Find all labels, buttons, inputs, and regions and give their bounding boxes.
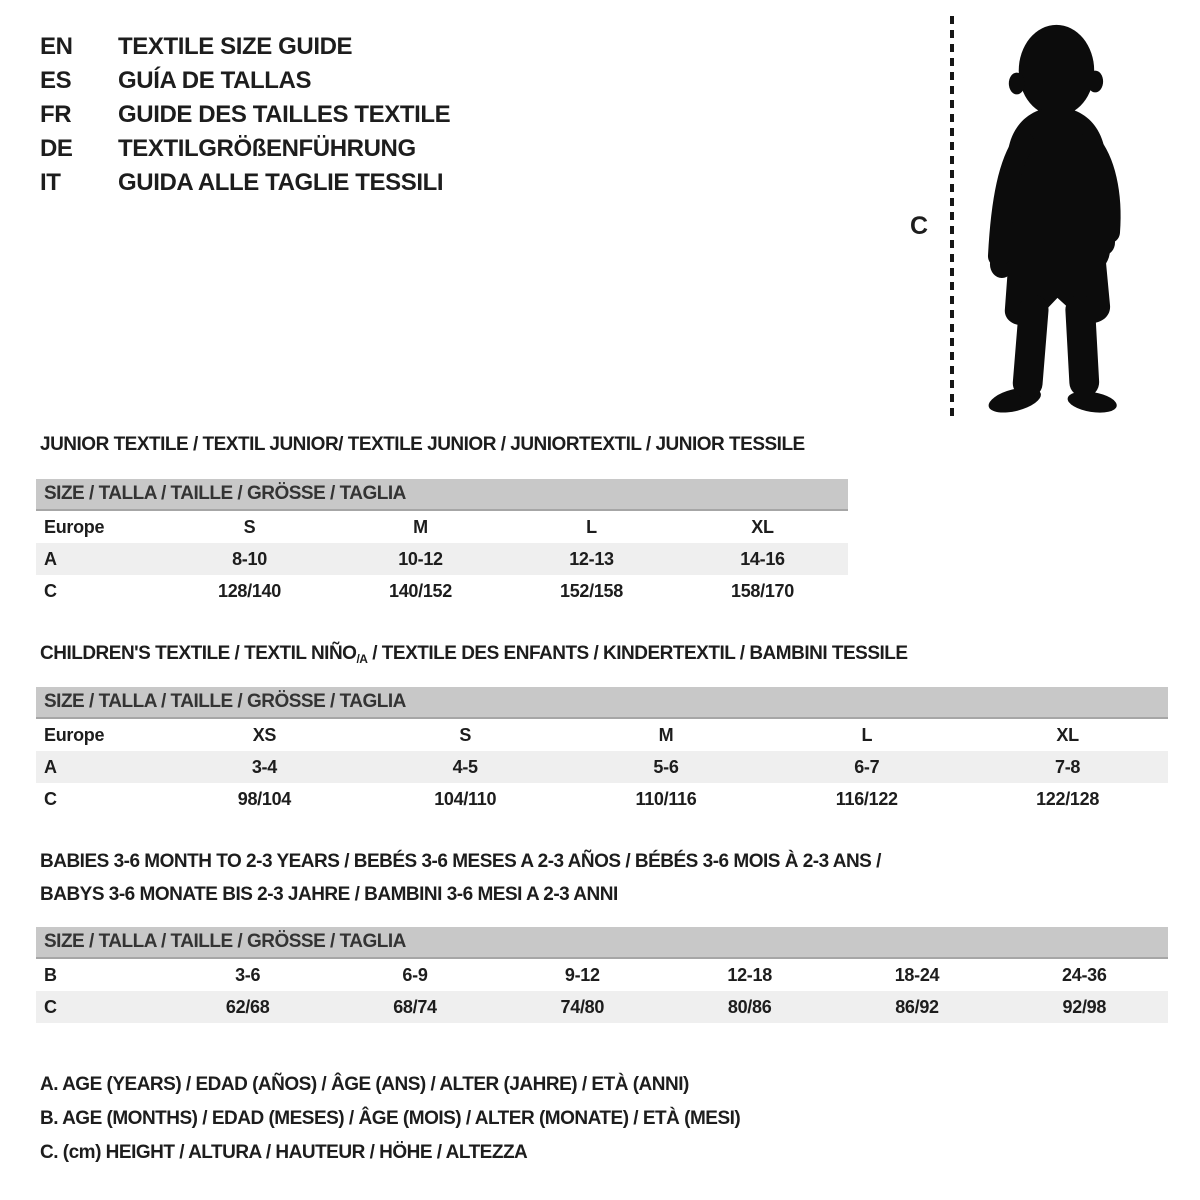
table-row: B 3-6 6-9 9-12 12-18 18-24 24-36 — [36, 959, 1168, 991]
table-row: A 3-4 4-5 5-6 6-7 7-8 — [36, 751, 1168, 783]
size-cell: 110/116 — [635, 789, 697, 809]
size-header-bar: SIZE / TALLA / TAILLE / GRÖSSE / TAGLIA — [36, 479, 848, 511]
size-cell: 74/80 — [560, 997, 605, 1017]
table-row: Europe S M L XL — [36, 511, 848, 543]
lang-row-en: EN TEXTILE SIZE GUIDE — [40, 30, 450, 64]
lang-code: EN — [40, 33, 73, 60]
size-cell: S — [459, 725, 472, 745]
lang-row-it: IT GUIDA ALLE TAGLIE TESSILI — [40, 166, 450, 200]
children-title-pre: CHILDREN'S TEXTILE / TEXTIL NIÑO — [40, 643, 357, 664]
measurement-legend: A. AGE (YEARS) / EDAD (AÑOS) / ÂGE (ANS)… — [40, 1068, 741, 1170]
lang-title: GUÍA DE TALLAS — [118, 67, 312, 94]
size-cell: 104/110 — [434, 789, 497, 809]
row-label: C — [44, 581, 57, 601]
lang-row-de: DE TEXTILGRÖßENFÜHRUNG — [40, 132, 450, 166]
junior-section-title: JUNIOR TEXTILE / TEXTIL JUNIOR/ TEXTILE … — [40, 434, 805, 455]
size-cell: 158/170 — [731, 581, 794, 601]
lang-title: TEXTILGRÖßENFÜHRUNG — [118, 135, 416, 162]
children-section-title: CHILDREN'S TEXTILE / TEXTIL NIÑO/A / TEX… — [40, 643, 908, 666]
height-marker-label: C — [910, 212, 929, 240]
size-cell: 24-36 — [1062, 965, 1107, 985]
size-cell: 92/98 — [1062, 997, 1107, 1017]
lang-code: ES — [40, 67, 72, 94]
size-cell: 80/86 — [727, 997, 772, 1017]
babies-title-line2: BABYS 3-6 MONATE BIS 2-3 JAHRE / BAMBINI… — [40, 884, 618, 905]
legend-age-months: B. AGE (MONTHS) / EDAD (MESES) / ÂGE (MO… — [40, 1108, 741, 1129]
table-row: C 128/140 140/152 152/158 158/170 — [36, 575, 848, 607]
babies-size-table: SIZE / TALLA / TAILLE / GRÖSSE / TAGLIA B… — [36, 927, 1168, 1023]
size-cell: 6-7 — [854, 757, 880, 777]
size-cell: XL — [751, 517, 774, 537]
size-cell: XS — [252, 725, 277, 745]
size-cell: 122/128 — [1036, 789, 1100, 809]
size-cell: M — [658, 725, 674, 745]
legend-height-cm: C. (cm) HEIGHT / ALTURA / HAUTEUR / HÖHE… — [40, 1142, 528, 1163]
table-row: C 98/104 104/110 110/116 116/122 122/128 — [36, 783, 1168, 815]
size-cell: 128/140 — [218, 581, 281, 601]
row-label: B — [44, 965, 57, 985]
size-cell: 8-10 — [232, 549, 267, 569]
size-cell: 5-6 — [653, 757, 679, 777]
size-cell: 140/152 — [389, 581, 452, 601]
size-cell: L — [586, 517, 597, 537]
junior-size-table: SIZE / TALLA / TAILLE / GRÖSSE / TAGLIA E… — [36, 479, 848, 607]
children-title-sub: /A — [356, 652, 368, 666]
row-label: C — [44, 997, 57, 1017]
size-cell: 7-8 — [1055, 757, 1081, 777]
size-cell: 4-5 — [452, 757, 478, 777]
legend-age-years: A. AGE (YEARS) / EDAD (AÑOS) / ÂGE (ANS)… — [40, 1074, 689, 1095]
size-header-bar: SIZE / TALLA / TAILLE / GRÖSSE / TAGLIA — [36, 687, 1168, 719]
lang-row-fr: FR GUIDE DES TAILLES TEXTILE — [40, 98, 451, 132]
size-cell: 14-16 — [740, 549, 785, 569]
row-label: A — [44, 549, 57, 569]
size-cell: 68/74 — [393, 997, 437, 1017]
size-cell: 6-9 — [402, 965, 428, 985]
size-cell: 152/158 — [560, 581, 623, 601]
size-cell: XL — [1056, 725, 1079, 745]
lang-title: GUIDE DES TAILLES TEXTILE — [118, 101, 451, 128]
lang-code: IT — [40, 169, 61, 196]
size-cell: 116/122 — [835, 789, 898, 809]
children-title-post: / TEXTILE DES ENFANTS / KINDERTEXTIL / B… — [367, 643, 908, 664]
row-label: A — [44, 757, 57, 777]
babies-title-line1: BABIES 3-6 MONTH TO 2-3 YEARS / BEBÉS 3-… — [40, 851, 881, 872]
row-label: C — [44, 789, 57, 809]
lang-code: DE — [40, 135, 73, 162]
size-cell: 62/68 — [225, 997, 270, 1017]
size-header-bar: SIZE / TALLA / TAILLE / GRÖSSE / TAGLIA — [36, 927, 1168, 959]
children-size-table: SIZE / TALLA / TAILLE / GRÖSSE / TAGLIA E… — [36, 687, 1168, 815]
table-row: A 8-10 10-12 12-13 14-16 — [36, 543, 848, 575]
table-row: C 62/68 68/74 74/80 80/86 86/92 92/98 — [36, 991, 1168, 1023]
height-measure-dashed-line — [950, 16, 954, 416]
lang-row-es: ES GUÍA DE TALLAS — [40, 64, 450, 98]
size-cell: 3-4 — [251, 757, 277, 777]
size-cell: 98/104 — [237, 789, 292, 809]
size-cell: M — [413, 517, 428, 537]
size-cell: 18-24 — [894, 965, 940, 985]
row-label: Europe — [44, 725, 105, 745]
babies-section-title: BABIES 3-6 MONTH TO 2-3 YEARS / BEBÉS 3-… — [40, 845, 881, 911]
size-cell: 9-12 — [564, 965, 600, 985]
size-cell: 10-12 — [398, 549, 443, 569]
size-cell: S — [243, 517, 256, 537]
language-title-block: EN TEXTILE SIZE GUIDE ES GUÍA DE TALLAS … — [40, 30, 451, 200]
lang-title: GUIDA ALLE TAGLIE TESSILI — [118, 169, 444, 196]
size-cell: 12-13 — [569, 549, 614, 569]
table-row: Europe XS S M L XL — [36, 719, 1168, 751]
lang-code: FR — [40, 101, 72, 128]
size-cell: L — [861, 725, 873, 745]
size-cell: 86/92 — [895, 997, 939, 1017]
size-cell: 3-6 — [235, 965, 261, 985]
toddler-silhouette-icon — [987, 24, 1121, 413]
size-cell: 12-18 — [727, 965, 772, 985]
row-label: Europe — [44, 517, 105, 537]
lang-title: TEXTILE SIZE GUIDE — [118, 33, 353, 60]
